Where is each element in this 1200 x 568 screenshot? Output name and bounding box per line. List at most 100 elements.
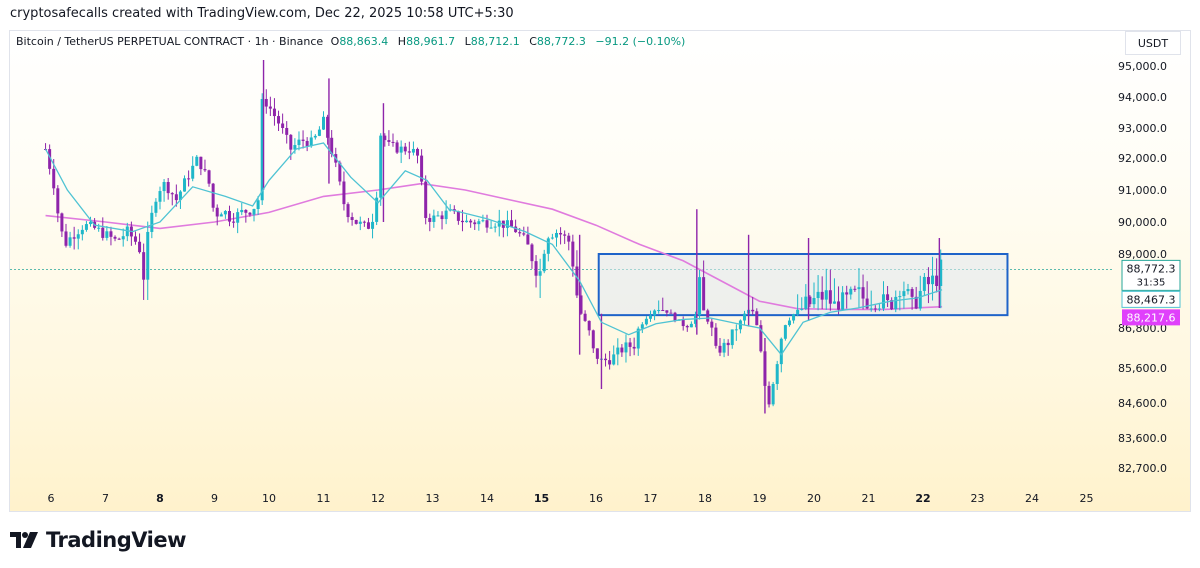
candle-body: [481, 220, 485, 222]
candle-body: [264, 98, 268, 107]
candle-body: [636, 328, 640, 349]
candle-body: [121, 236, 125, 240]
candle-body: [649, 315, 652, 319]
candle-body: [219, 214, 223, 217]
candle-body: [849, 288, 853, 295]
y-axis-label-11: 82,700.0: [1118, 462, 1167, 475]
candle-body: [366, 222, 370, 229]
candle-body: [350, 217, 354, 220]
x-axis-label-1: 7: [102, 492, 109, 505]
candle-body: [632, 346, 636, 349]
candle-body: [706, 310, 710, 322]
candle-body: [546, 238, 550, 254]
candle-body: [779, 338, 783, 365]
candle-body: [456, 211, 460, 221]
candle-body: [84, 224, 88, 230]
symbol-legend: Bitcoin / TetherUS PERPETUAL CONTRACT · …: [16, 35, 685, 48]
candle-body: [187, 178, 191, 180]
y-axis-label-2: 93,000.0: [1118, 122, 1167, 135]
candle-body: [383, 135, 387, 141]
ema-short-tag: [1121, 290, 1181, 308]
candle-body: [285, 127, 289, 135]
candle-body: [52, 168, 56, 189]
x-axis-label-5: 11: [317, 492, 331, 505]
candle-body: [411, 148, 415, 153]
candle-body: [571, 241, 575, 267]
candle-body: [420, 155, 424, 182]
candle-body: [616, 347, 620, 355]
tradingview-logo[interactable]: TradingView: [10, 528, 186, 552]
candle-body: [256, 200, 260, 209]
candle-body: [718, 345, 722, 353]
candle-body: [362, 221, 366, 223]
candle-body: [567, 235, 571, 242]
candle-body: [68, 237, 72, 246]
y-axis-label-1: 94,000.0: [1118, 91, 1167, 104]
candle-body: [800, 308, 804, 310]
candle-body: [313, 135, 317, 138]
candle-body: [820, 291, 824, 300]
candle-body: [579, 295, 583, 314]
tradingview-logo-icon: [10, 532, 38, 548]
candle-body: [268, 106, 272, 109]
candles-group: [44, 60, 943, 414]
candle-body: [469, 220, 473, 223]
candle-body: [505, 220, 509, 228]
consolidation-box: [597, 253, 1009, 317]
candle-body: [416, 148, 420, 156]
candle-body: [211, 183, 215, 208]
high-value: 88,961.7: [406, 35, 456, 48]
low-value: 88,712.1: [470, 35, 520, 48]
candle-body: [277, 116, 281, 124]
candle-body: [326, 116, 330, 138]
candle-body: [183, 178, 187, 192]
candle-body: [730, 329, 734, 346]
candle-body: [375, 197, 379, 222]
last-price-tag-text: 88,772.3: [1127, 262, 1176, 275]
x-axis-label-17: 23: [971, 492, 985, 505]
high-label: H: [397, 35, 407, 48]
x-axis-label-3: 9: [211, 492, 218, 505]
candle-body: [640, 324, 644, 329]
candle-body: [240, 209, 244, 213]
candle-body: [918, 290, 922, 309]
candle-body: [681, 319, 685, 327]
candle-body: [767, 385, 771, 405]
candle-body: [865, 298, 869, 309]
x-axis-label-18: 24: [1025, 492, 1039, 505]
candle-body: [493, 226, 497, 228]
candle-body: [894, 296, 898, 310]
candle-body: [215, 207, 219, 217]
candle-body: [248, 212, 252, 215]
candle-body: [841, 292, 845, 310]
candle-body: [101, 227, 105, 238]
y-axis-label-5: 90,000.0: [1118, 216, 1167, 229]
candle-body: [260, 98, 264, 201]
candle-body: [563, 234, 567, 236]
candle-body: [743, 313, 747, 321]
candle-body: [624, 342, 628, 353]
currency-selector[interactable]: USDT: [1125, 31, 1181, 55]
candle-body: [166, 182, 170, 194]
candle-body: [436, 215, 440, 217]
candle-body: [738, 320, 742, 330]
candle-body: [771, 383, 775, 405]
candle-body: [845, 292, 849, 295]
candle-body: [886, 294, 890, 301]
y-axis-label-0: 95,000.0: [1118, 60, 1167, 73]
candle-body: [526, 234, 530, 245]
x-axis-label-16: 22: [915, 492, 930, 505]
candle-body: [881, 294, 885, 309]
candle-body: [305, 140, 309, 147]
candle-body: [330, 137, 334, 155]
candle-body: [232, 221, 236, 223]
candle-body: [64, 231, 68, 246]
candle-body: [403, 146, 407, 152]
candle-body: [722, 342, 726, 353]
ema-long-line: [45, 182, 943, 311]
candle-body: [485, 220, 489, 228]
candle-body: [755, 311, 759, 326]
candle-body: [109, 231, 113, 237]
candle-body: [698, 277, 702, 316]
